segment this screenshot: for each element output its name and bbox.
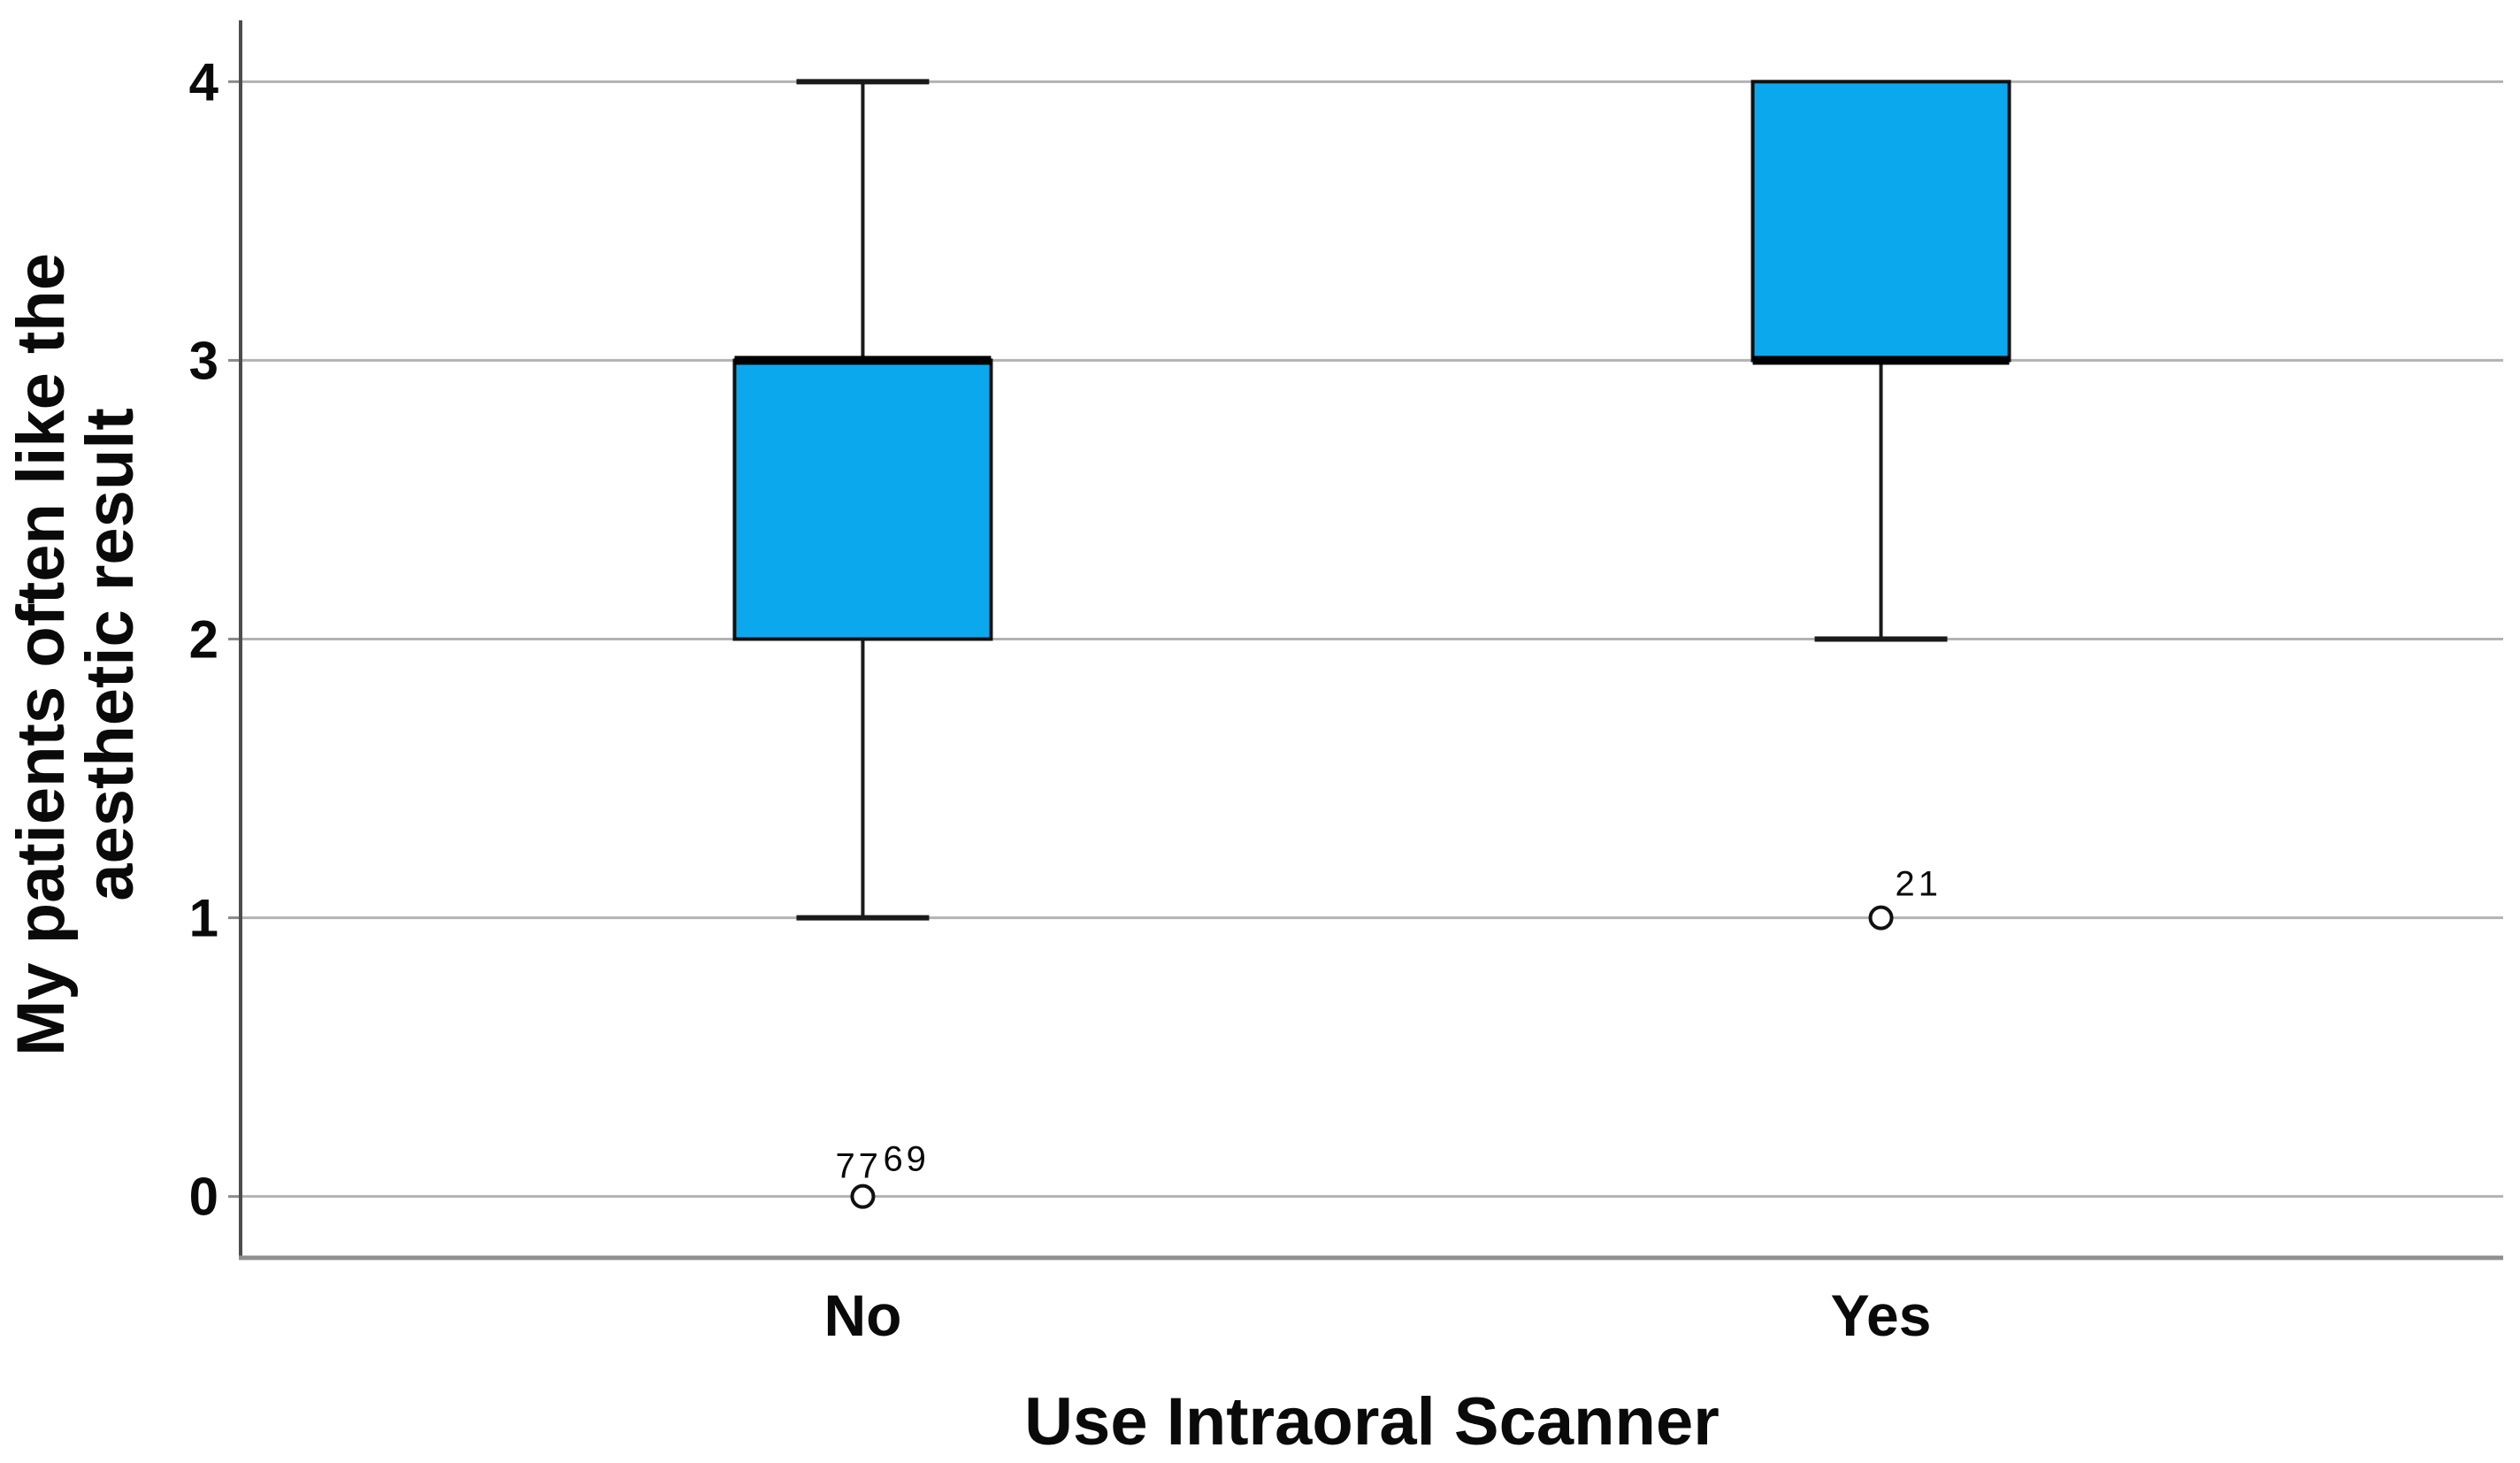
outlier-case-label: 77 (835, 1147, 882, 1186)
y-tick-label: 3 (189, 331, 218, 390)
y-axis-title-line2: aesthetic result (73, 408, 148, 901)
y-tick-label: 0 (189, 1168, 218, 1227)
outlier-point (850, 1183, 876, 1209)
box-no (732, 358, 993, 641)
y-tick-label: 2 (189, 610, 218, 670)
x-category-label-no: No (823, 1283, 901, 1348)
y-tick-label: 4 (189, 52, 219, 111)
x-axis-title: Use Intraoral Scanner (1024, 1384, 1720, 1459)
y-tick-label: 1 (189, 889, 218, 948)
box-yes (1750, 80, 2011, 363)
outlier-case-label: 69 (883, 1140, 929, 1179)
outlier-point (1868, 905, 1894, 931)
outlier-case-label: 21 (1896, 865, 1942, 904)
x-category-label-yes: Yes (1831, 1283, 1932, 1348)
y-axis-title-line1: My patients often like the (4, 253, 79, 1056)
